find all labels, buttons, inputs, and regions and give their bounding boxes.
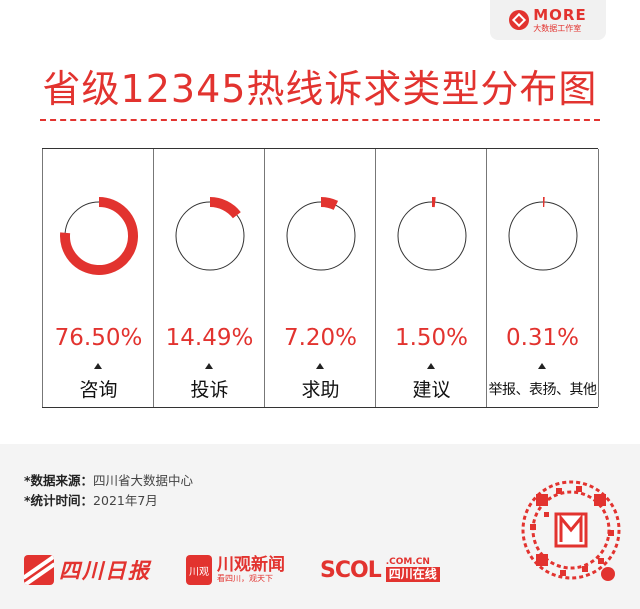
scol-name: 四川在线 — [385, 567, 440, 583]
data-label: 0.31% — [505, 325, 580, 351]
donut-ring — [175, 197, 245, 271]
donut-slice — [209, 197, 241, 219]
chuanguan-mark: 川观 — [186, 555, 212, 585]
scol-domain: .COM.CN — [385, 556, 430, 567]
donut-ring — [60, 197, 138, 275]
source-label: *数据来源： — [24, 473, 94, 488]
data-label: 76.50% — [54, 325, 143, 351]
chart-column: 76.50% 咨询 — [42, 149, 154, 407]
page-title: 省级12345热线诉求类型分布图 — [42, 67, 598, 111]
sichuan-daily-mark-icon — [24, 555, 54, 585]
donut-slice — [320, 197, 339, 211]
chuanguan-name: 川观新闻 — [217, 555, 285, 576]
data-label: 1.50% — [394, 325, 469, 351]
chart-panel: 76.50% 咨询 14.49% 投诉 7.20% 求助 1.50% 建议 0.31% 举报、表扬… — [42, 148, 599, 408]
chart-column: 7.20% 求助 — [264, 149, 376, 407]
pointer-icon — [538, 363, 546, 369]
donut-ring — [508, 197, 578, 271]
pointer-icon — [427, 363, 435, 369]
category-label: 建议 — [412, 379, 451, 401]
brand-badge: MORE 大数据工作室 — [490, 0, 606, 40]
chart-column: 1.50% 建议 — [375, 149, 487, 407]
source-value: 四川省大数据中心 — [93, 473, 194, 488]
qr-code-icon — [521, 480, 621, 581]
category-label: 投诉 — [190, 379, 229, 401]
data-label: 7.20% — [283, 325, 358, 351]
donut-track — [397, 201, 467, 271]
logo-sichuan-daily: 四川日报 — [24, 550, 151, 590]
stats-time-value: 2021年7月 — [93, 493, 158, 508]
chart-column: 0.31% 举报、表扬、其他 — [486, 149, 599, 407]
brand-sub: 大数据工作室 — [533, 23, 582, 33]
donut-ring — [286, 197, 356, 271]
stats-time-label: *统计时间： — [24, 493, 94, 508]
partner-logos: 四川日报 川观 川观新闻 看四川，观天下 SCOL .COM.CN 四川在线 — [24, 550, 454, 590]
pointer-icon — [94, 363, 102, 369]
brand-name: MORE — [533, 5, 587, 24]
title-divider — [40, 119, 600, 121]
chuanguan-slogan: 看四川，观天下 — [217, 573, 273, 583]
logo-scol: SCOL .COM.CN 四川在线 — [320, 550, 440, 590]
pointer-icon — [205, 363, 213, 369]
more-logo-icon — [509, 10, 530, 30]
category-label: 举报、表扬、其他 — [488, 382, 598, 398]
sichuan-daily-name: 四川日报 — [59, 559, 151, 583]
source-line: *数据来源：四川省大数据中心 — [24, 470, 193, 489]
chart-column: 14.49% 投诉 — [153, 149, 265, 407]
pointer-icon — [316, 363, 324, 369]
logo-chuanguan: 川观 川观新闻 看四川，观天下 — [186, 550, 285, 590]
donut-track — [508, 201, 578, 271]
stats-time-line: *统计时间：2021年7月 — [24, 490, 158, 509]
category-label: 求助 — [301, 379, 340, 401]
donut-track — [286, 201, 356, 271]
scol-mark: SCOL — [320, 557, 382, 583]
donut-slice — [60, 197, 138, 275]
data-label: 14.49% — [165, 325, 254, 351]
category-label: 咨询 — [79, 379, 118, 401]
donut-ring — [397, 197, 467, 271]
